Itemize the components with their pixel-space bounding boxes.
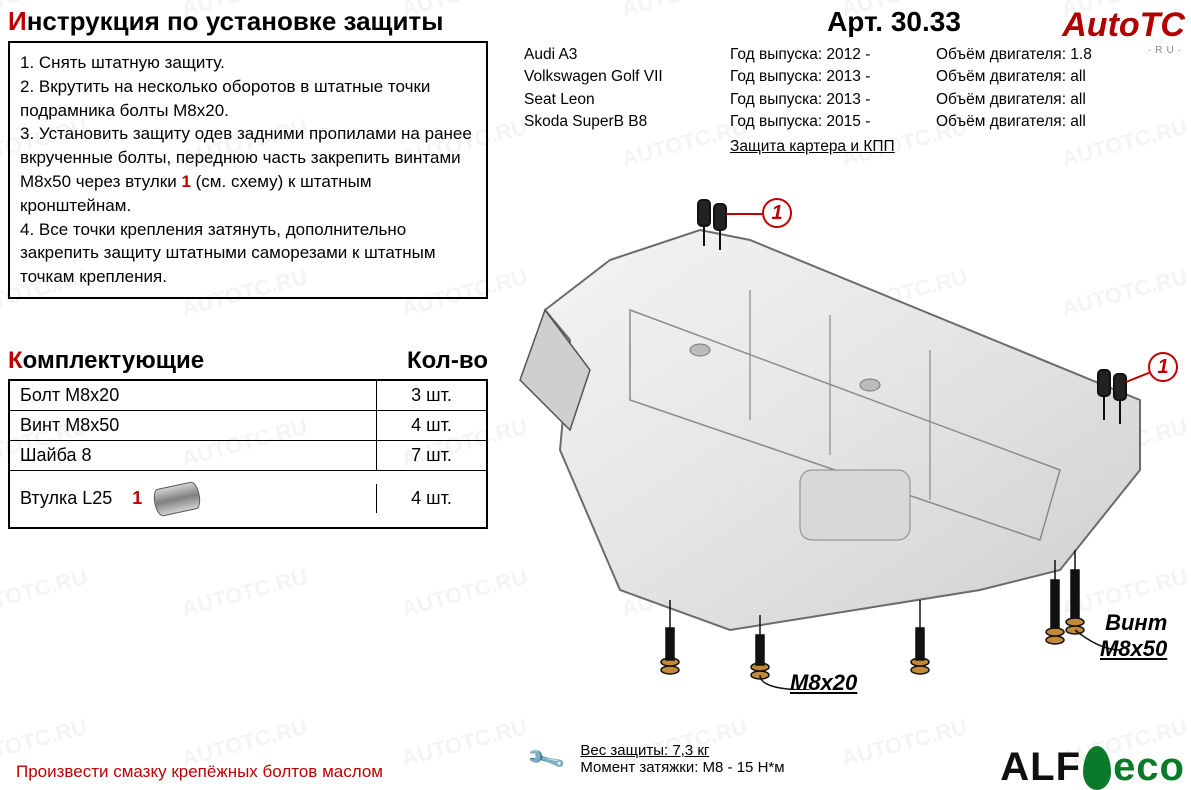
callout-marker: 1 <box>1148 352 1178 382</box>
vehicle-year: Год выпуска: 2013 - <box>730 66 930 88</box>
skid-plate-diagram: 1 1 М8х20 Винт М8х50 <box>500 170 1180 690</box>
ref-marker: 1 <box>132 488 142 509</box>
brand-logo: ALF eco <box>1000 745 1185 790</box>
brand-alf: ALF <box>1000 745 1081 790</box>
parts-block: Комплектующие Кол-во Болт М8х203 шт.Винт… <box>8 347 488 529</box>
wrench-icon: 🔧 <box>524 737 568 780</box>
instruction-line: 2. Вкрутить на несколько оборотов в штат… <box>20 75 476 123</box>
parts-table: Болт М8х203 шт.Винт М8х504 шт.Шайба 87 ш… <box>8 379 488 529</box>
brand-eco: eco <box>1113 745 1185 790</box>
footer-specs: 🔧 Вес защиты: 7,3 кг Момент затяжки: М8 … <box>530 742 785 776</box>
instructions-title-first: И <box>8 6 27 36</box>
parts-cell-qty: 4 шт. <box>376 484 486 513</box>
parts-cell-name: Винт М8х50 <box>10 411 376 440</box>
vehicle-model: Seat Leon <box>524 89 724 111</box>
parts-cell-name: Втулка L251 <box>10 481 376 517</box>
parts-cell-qty: 3 шт. <box>376 381 486 410</box>
article-number: Арт. 30.33 <box>604 6 1184 38</box>
parts-row: Болт М8х203 шт. <box>10 381 486 411</box>
vehicles-grid: Audi A3 Год выпуска: 2012 - Объём двигател… <box>524 44 1184 158</box>
ref-marker: 1 <box>181 172 190 191</box>
vehicle-year: Год выпуска: 2012 - <box>730 44 930 66</box>
vehicle-year: Год выпуска: 2013 - <box>730 89 930 111</box>
vehicle-engine: Объём двигателя: 1.8 <box>936 44 1156 66</box>
bottom-note: Произвести смазку крепёжных болтов масло… <box>16 762 383 782</box>
instructions-box: 1. Снять штатную защиту. 2. Вкрутить на … <box>8 41 488 299</box>
callout-marker: 1 <box>762 198 792 228</box>
right-header: Арт. 30.33 Audi A3 Год выпуска: 2012 - Объ… <box>524 6 1184 158</box>
instructions-title-rest: нструкция по установке защиты <box>27 6 444 36</box>
instruction-line: 3. Установить защиту одев задними пропил… <box>20 122 476 217</box>
protection-line: Защита картера и КПП <box>730 136 1156 158</box>
parts-cell-qty: 4 шт. <box>376 411 486 440</box>
parts-cell-qty: 7 шт. <box>376 441 486 470</box>
left-column: Инструкция по установке защиты 1. Снять … <box>8 6 488 529</box>
vehicle-engine: Объём двигателя: all <box>936 66 1156 88</box>
parts-qty-header: Кол-во <box>407 347 488 375</box>
parts-row: Винт М8х504 шт. <box>10 411 486 441</box>
vehicle-model: Audi A3 <box>524 44 724 66</box>
skid-plate-svg <box>500 170 1180 690</box>
parts-cell-name: Шайба 8 <box>10 441 376 470</box>
leaf-icon <box>1083 746 1111 790</box>
vehicle-engine: Объём двигателя: all <box>936 111 1156 133</box>
vehicle-engine: Объём двигателя: all <box>936 89 1156 111</box>
parts-row: Шайба 87 шт. <box>10 441 486 471</box>
instruction-line: 1. Снять штатную защиту. <box>20 51 476 75</box>
parts-cell-name: Болт М8х20 <box>10 381 376 410</box>
spec-lines: Вес защиты: 7,3 кг Момент затяжки: М8 - … <box>580 742 784 776</box>
instructions-title: Инструкция по установке защиты <box>8 6 488 37</box>
vehicle-model: Volkswagen Golf VII <box>524 66 724 88</box>
bushing-icon <box>152 480 203 517</box>
vehicle-model: Skoda SuperB B8 <box>524 111 724 133</box>
instruction-line: 4. Все точки крепления затянуть, дополни… <box>20 218 476 289</box>
bolt-label-vint: Винт М8х50 <box>1100 610 1167 662</box>
parts-row: Втулка L2514 шт. <box>10 471 486 527</box>
parts-header: Комплектующие Кол-во <box>8 347 488 375</box>
vehicle-year: Год выпуска: 2015 - <box>730 111 930 133</box>
parts-title: Комплектующие <box>8 347 204 375</box>
bolt-label-m8x20: М8х20 <box>790 670 857 696</box>
